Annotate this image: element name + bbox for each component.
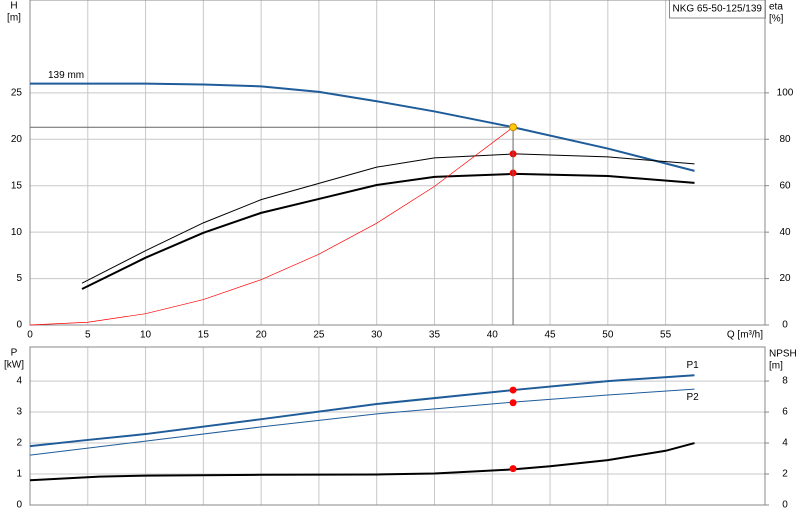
plot-frame — [29, 0, 766, 326]
y-tick-label: 2 — [16, 438, 22, 449]
y-tick-label: 20 — [11, 134, 23, 145]
y2-axis-unit: [%] — [769, 14, 784, 25]
y2-tick-label: 0 — [782, 320, 788, 331]
y2-tick-label: 4 — [782, 438, 788, 449]
y-tick-label: 10 — [11, 227, 23, 238]
y2-tick-label: 8 — [782, 376, 788, 387]
x-tick-label: 40 — [487, 330, 499, 341]
x-axis-label: Q [m³/h] — [727, 330, 763, 341]
y2-tick-label: 100 — [777, 87, 794, 98]
x-tick-label: 35 — [429, 330, 441, 341]
y-tick-label: 25 — [11, 87, 23, 98]
x-tick-label: 45 — [544, 330, 556, 341]
y-tick-label: 15 — [11, 180, 23, 191]
y-tick-label: 0 — [16, 320, 22, 331]
y-tick-label: 5 — [16, 273, 22, 284]
curve-label: P2 — [687, 392, 700, 403]
title-box — [668, 0, 766, 19]
y-tick-label: 3 — [16, 407, 22, 418]
curve — [30, 82, 695, 172]
y-axis-unit: [kW] — [4, 360, 24, 371]
curve — [29, 126, 514, 326]
y2-tick-label: 20 — [779, 273, 791, 284]
curve — [29, 374, 695, 448]
y-axis-label: H — [10, 1, 17, 12]
x-tick-label: 50 — [602, 330, 614, 341]
duty-point — [509, 386, 517, 394]
x-tick-label: 10 — [140, 330, 152, 341]
y-axis-label: P — [11, 348, 18, 359]
y2-tick-label: 0 — [782, 500, 788, 511]
duty-point — [509, 123, 518, 132]
y-tick-label: 4 — [16, 376, 22, 387]
x-tick-label: 55 — [660, 330, 672, 341]
x-tick-label: 0 — [27, 330, 33, 341]
y2-tick-label: 80 — [779, 134, 791, 145]
duty-point — [509, 399, 517, 407]
curve — [29, 388, 695, 456]
x-tick-label: 5 — [85, 330, 91, 341]
curve — [81, 153, 695, 284]
y2-tick-label: 6 — [782, 407, 788, 418]
x-tick-label: 25 — [313, 330, 325, 341]
curve — [81, 172, 695, 290]
y-tick-label: 1 — [16, 469, 22, 480]
curve — [29, 442, 695, 482]
y2-axis-unit: [m] — [769, 361, 783, 372]
chart-title: NKG 65-50-125/139 — [672, 4, 762, 15]
y2-tick-label: 60 — [779, 180, 791, 191]
plot-frame — [29, 346, 766, 506]
y2-axis-label: eta — [769, 2, 783, 13]
x-tick-label: 30 — [371, 330, 383, 341]
x-tick-label: 15 — [198, 330, 210, 341]
y2-tick-label: 2 — [782, 469, 788, 480]
y2-axis-label: NPSH — [769, 349, 797, 360]
y2-tick-label: 40 — [779, 227, 791, 238]
duty-point — [509, 465, 517, 473]
y-axis-unit: [m] — [7, 13, 21, 24]
x-tick-label: 20 — [256, 330, 268, 341]
y-tick-label: 0 — [16, 500, 22, 511]
curve-label: 139 mm — [48, 70, 84, 81]
curve-label: P1 — [687, 360, 700, 371]
